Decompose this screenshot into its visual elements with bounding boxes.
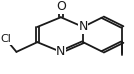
Text: O: O <box>56 0 66 13</box>
Text: N: N <box>78 20 88 33</box>
Text: Cl: Cl <box>1 34 11 44</box>
Text: N: N <box>56 45 66 58</box>
